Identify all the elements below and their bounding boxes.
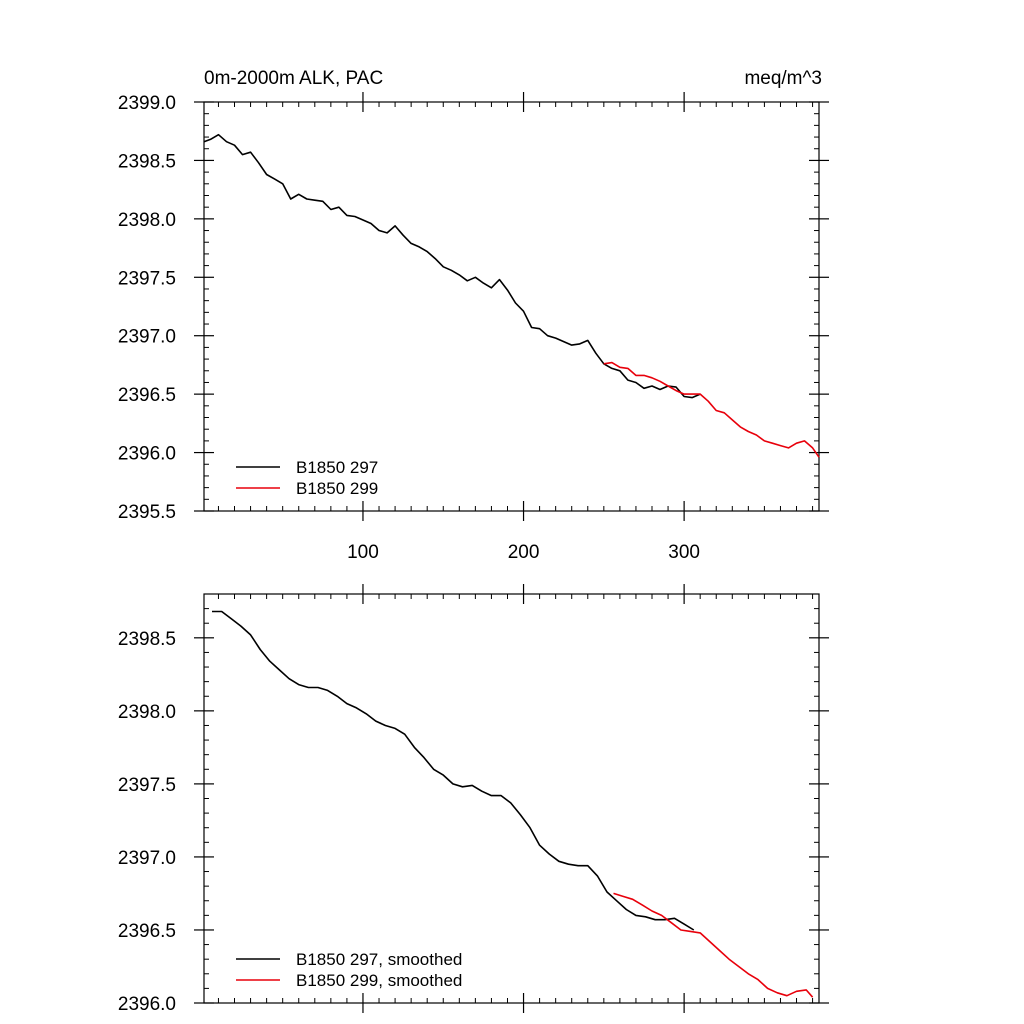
y-tick-label: 2396.0 (118, 994, 176, 1015)
legend-label: B1850 297 (296, 458, 378, 477)
y-tick-label: 2397.5 (118, 775, 176, 796)
plot-frame (203, 101, 820, 512)
y-tick-label: 2397.0 (118, 327, 176, 348)
x-tick-label: 200 (508, 542, 540, 563)
series-line-0 (212, 610, 695, 931)
x-tick-label: 100 (347, 542, 379, 563)
y-tick-label: 2396.5 (118, 921, 176, 942)
tick-group: 2396.0 2396.5 2397.0 2397.5 2398.0 2398.5 (118, 584, 829, 1015)
tick-group: 100 200 300 2395.5 2396.0 2396.5 2397.0 2397.5 2… (118, 92, 829, 563)
y-tick-label: 2399.0 (118, 93, 176, 114)
y-tick-label: 2398.5 (118, 151, 176, 172)
legend: B1850 297, smoothed B1850 299, smoothed (236, 950, 462, 990)
y-tick-label: 2398.5 (118, 629, 176, 650)
series-group (212, 610, 814, 998)
series-line-0 (203, 133, 701, 399)
legend-label: B1850 299, smoothed (296, 971, 462, 990)
x-tick-label: 300 (668, 542, 700, 563)
y-tick-label: 2395.5 (118, 502, 176, 523)
y-tick-label: 2396.0 (118, 444, 176, 465)
alk-pac-smoothed-panel: 2396.0 2396.5 2397.0 2397.5 2398.0 2398.5 B18… (118, 584, 829, 1015)
legend: B1850 297 B1850 299 (236, 458, 378, 498)
y-tick-label: 2396.5 (118, 385, 176, 406)
y-tick-label: 2398.0 (118, 702, 176, 723)
series-line-1 (603, 361, 820, 458)
series-line-1 (613, 892, 814, 998)
plot-frame (203, 593, 820, 1004)
alk-pac-raw-panel: 0m-2000m ALK, PAC meq/m^3 100 200 300 2395.… (118, 68, 829, 563)
units-label: meq/m^3 (744, 68, 822, 89)
chart-title: 0m-2000m ALK, PAC (204, 68, 383, 89)
y-tick-label: 2397.0 (118, 848, 176, 869)
legend-label: B1850 299 (296, 479, 378, 498)
y-tick-label: 2398.0 (118, 210, 176, 231)
series-group (203, 133, 820, 458)
y-tick-label: 2397.5 (118, 268, 176, 289)
legend-label: B1850 297, smoothed (296, 950, 462, 969)
